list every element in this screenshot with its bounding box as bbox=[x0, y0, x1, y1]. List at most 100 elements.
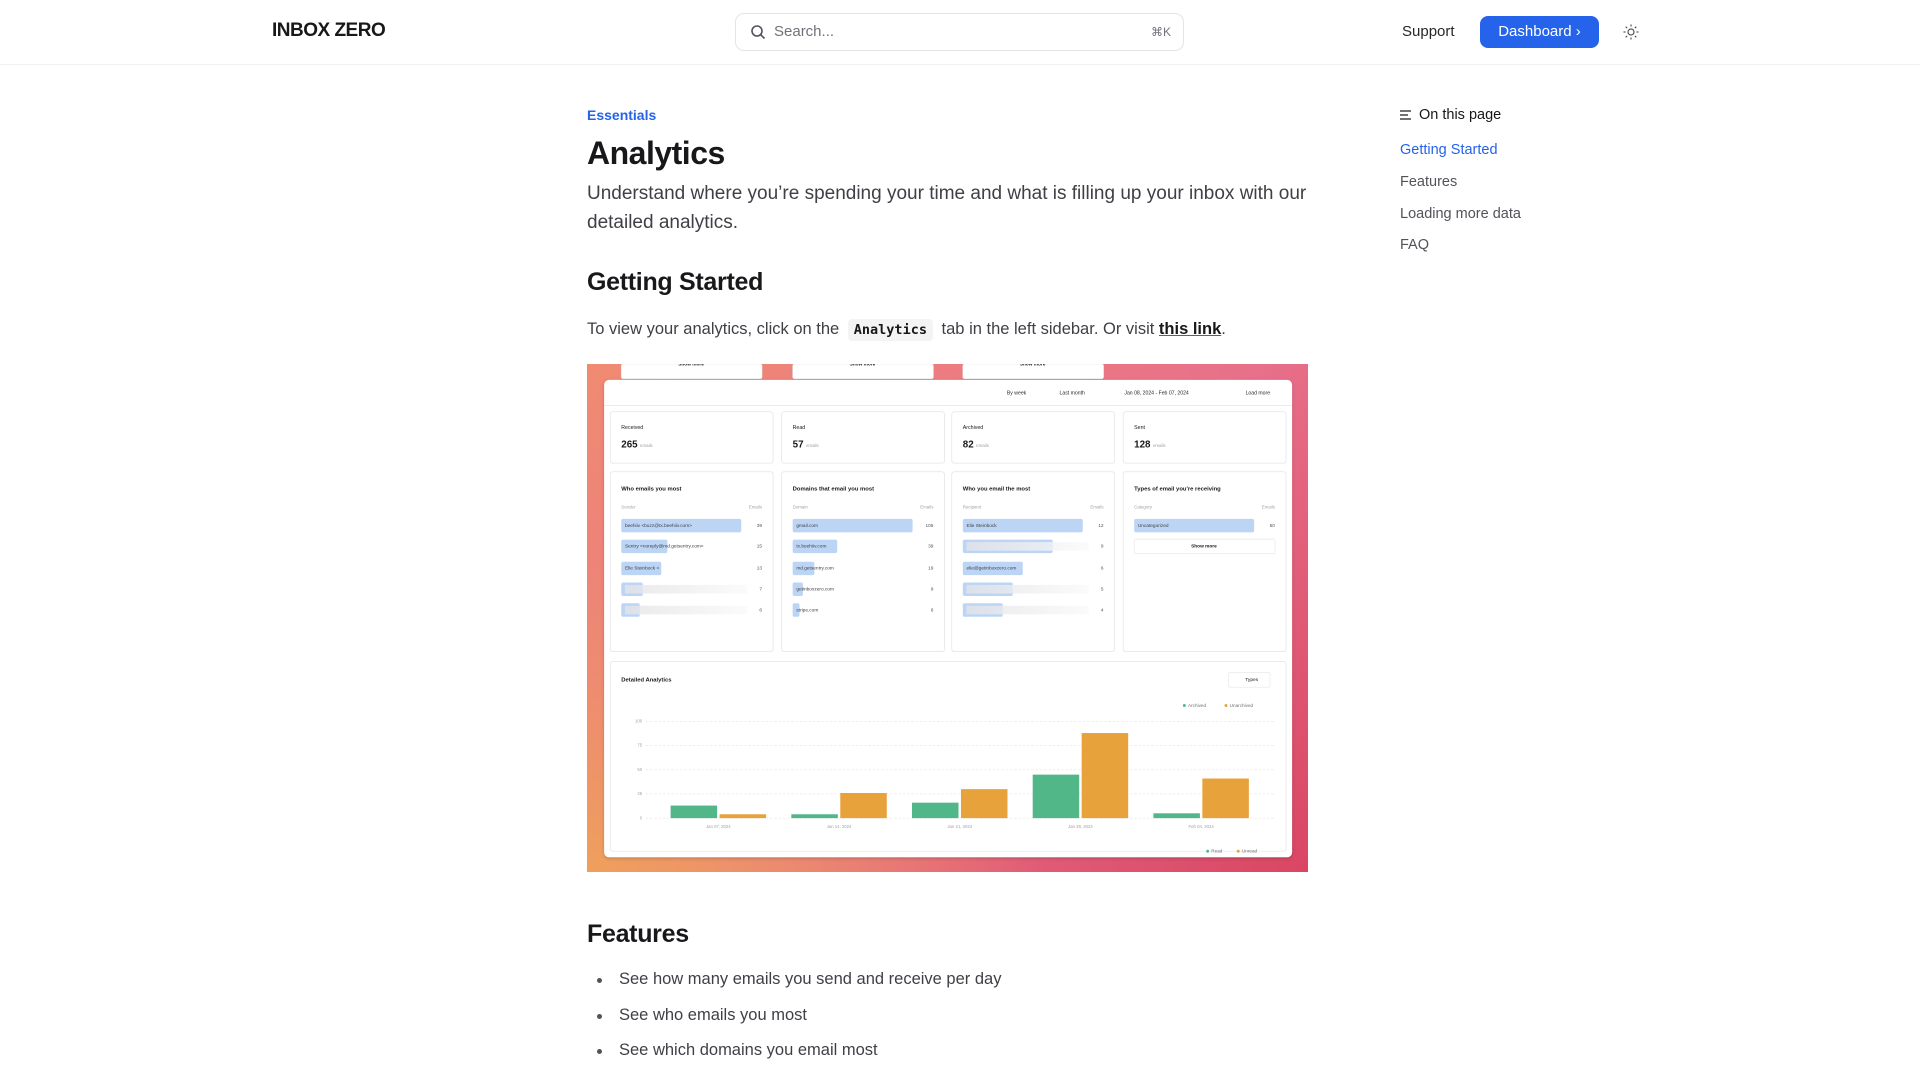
list-card bbox=[1122, 471, 1287, 653]
stat-unit: emails bbox=[976, 443, 989, 448]
toolbar-item: Load more bbox=[1246, 391, 1271, 397]
redacted bbox=[966, 605, 1089, 615]
legend-dot bbox=[1236, 849, 1240, 853]
bar bbox=[791, 814, 838, 819]
row-bar bbox=[621, 539, 668, 554]
row-name: Elie Steinbock bbox=[966, 523, 997, 529]
show-more: Show more bbox=[850, 364, 876, 367]
stat-card bbox=[781, 411, 945, 464]
breadcrumb[interactable]: Essentials bbox=[587, 107, 657, 123]
row-bar bbox=[792, 518, 913, 533]
redacted bbox=[966, 542, 1089, 551]
row-bar bbox=[621, 518, 742, 533]
row-value: 105 bbox=[925, 523, 933, 529]
theme-toggle[interactable] bbox=[1623, 24, 1639, 40]
card-title: Types of email you're receiving bbox=[1134, 486, 1221, 492]
legend-dot bbox=[1182, 704, 1186, 707]
stat-value: 128 bbox=[1134, 439, 1151, 450]
row-name: Elie Steinbock < bbox=[625, 566, 660, 572]
column-label: Emails bbox=[1262, 504, 1276, 509]
screenshot: By week Last month Jan 08, 2024 - Feb 07, … bbox=[587, 364, 1308, 872]
show-more: Show more bbox=[1020, 364, 1046, 367]
chart-card bbox=[609, 661, 1287, 852]
x-tick-label: Jan 07, 2024 bbox=[706, 824, 731, 829]
row-value: 15 bbox=[757, 544, 763, 550]
row-bar bbox=[792, 561, 815, 576]
logo[interactable]: INBOX ZERO bbox=[272, 20, 386, 41]
link[interactable]: this link bbox=[1158, 320, 1222, 338]
toc-icon bbox=[1400, 110, 1411, 120]
bar bbox=[1153, 813, 1200, 819]
legend-dot bbox=[1206, 849, 1210, 853]
legend-label: Unread bbox=[1242, 848, 1258, 853]
column-label: Recipient bbox=[963, 504, 982, 509]
toc-item[interactable]: Getting Started bbox=[1400, 142, 1498, 158]
top-bar: INBOX ZERO Search... ⌘K Support Dashboar… bbox=[0, 0, 1920, 65]
bar bbox=[719, 814, 767, 819]
row-name: Sentry <noreply@md.getsentry.com> bbox=[625, 544, 704, 550]
toc-item[interactable]: Features bbox=[1400, 174, 1458, 190]
filter-button bbox=[1228, 672, 1271, 688]
row-value: 6 bbox=[1101, 566, 1104, 572]
search-box[interactable]: Search... ⌘K bbox=[735, 13, 1184, 51]
show-more: Show more bbox=[678, 364, 704, 367]
stat-label: Sent bbox=[1134, 425, 1145, 431]
redacted bbox=[624, 584, 748, 594]
show-more-button bbox=[620, 364, 763, 379]
bar bbox=[670, 805, 718, 819]
toc-item[interactable]: Loading more data bbox=[1400, 206, 1521, 222]
redacted bbox=[624, 605, 748, 615]
feature-item: See who emails you most bbox=[587, 1006, 1001, 1042]
stat-card bbox=[951, 411, 1115, 464]
y-tick-label: 25 bbox=[637, 791, 642, 796]
section-heading: Getting Started bbox=[587, 268, 764, 296]
page-title: Analytics bbox=[587, 135, 725, 171]
screenshot-content: By week Last month Jan 08, 2024 - Feb 07, … bbox=[604, 364, 1293, 858]
bar bbox=[912, 802, 959, 819]
bar bbox=[1081, 733, 1129, 819]
column-label: Domain bbox=[793, 504, 809, 509]
row-bar bbox=[962, 561, 1023, 576]
toolbar-item: By week bbox=[1007, 391, 1027, 397]
row-value: 13 bbox=[757, 566, 763, 572]
intro: Understand where you’re spending your ti… bbox=[587, 183, 1307, 233]
legend-label: Archived bbox=[1188, 703, 1206, 708]
inline-code: Analytics bbox=[847, 319, 933, 341]
row-value: 5 bbox=[1101, 586, 1104, 592]
filter-label: Types bbox=[1245, 677, 1259, 683]
support-link[interactable]: Support bbox=[1402, 23, 1455, 40]
stat-card bbox=[1122, 411, 1287, 464]
row-value: 7 bbox=[759, 586, 762, 592]
legend-dot bbox=[1224, 704, 1228, 707]
row-name: gmail.com bbox=[796, 523, 818, 529]
legend-label: Unarchived bbox=[1230, 703, 1254, 708]
search-shortcut: ⌘K bbox=[1150, 25, 1171, 39]
legend-label: Read bbox=[1211, 848, 1223, 853]
row-value: 12 bbox=[1098, 523, 1104, 529]
paragraph: To view your analytics, click on the Ana… bbox=[587, 319, 1226, 341]
toc-item[interactable]: FAQ bbox=[1400, 237, 1430, 253]
dashboard-button[interactable]: Dashboard › bbox=[1480, 16, 1599, 48]
show-more-button bbox=[962, 364, 1104, 379]
chevron: › bbox=[1575, 23, 1581, 40]
column-label: Emails bbox=[920, 504, 934, 509]
stat-unit: emails bbox=[640, 443, 653, 448]
bar bbox=[960, 789, 1008, 819]
y-tick-label: 50 bbox=[637, 767, 642, 772]
bar bbox=[1202, 778, 1249, 819]
dashboard-label: Dashboard bbox=[1498, 23, 1572, 40]
y-tick-label: 100 bbox=[635, 719, 643, 724]
row-name: beehiiv <buzz@tx.beehiiv.com> bbox=[625, 523, 692, 529]
feature-item: See how many emails you send and receive… bbox=[587, 970, 1001, 1006]
stat-value: 82 bbox=[963, 439, 974, 450]
card-title: Domains that email you most bbox=[793, 486, 874, 492]
list-card bbox=[781, 471, 945, 653]
show-more: Show more bbox=[1191, 544, 1217, 550]
stat-label: Read bbox=[793, 425, 806, 431]
stat-card bbox=[609, 411, 774, 464]
column-label: Category bbox=[1134, 504, 1153, 509]
x-tick-label: Feb 04, 2024 bbox=[1189, 824, 1215, 829]
y-tick-label: 75 bbox=[637, 743, 642, 748]
row-bar bbox=[792, 582, 803, 596]
